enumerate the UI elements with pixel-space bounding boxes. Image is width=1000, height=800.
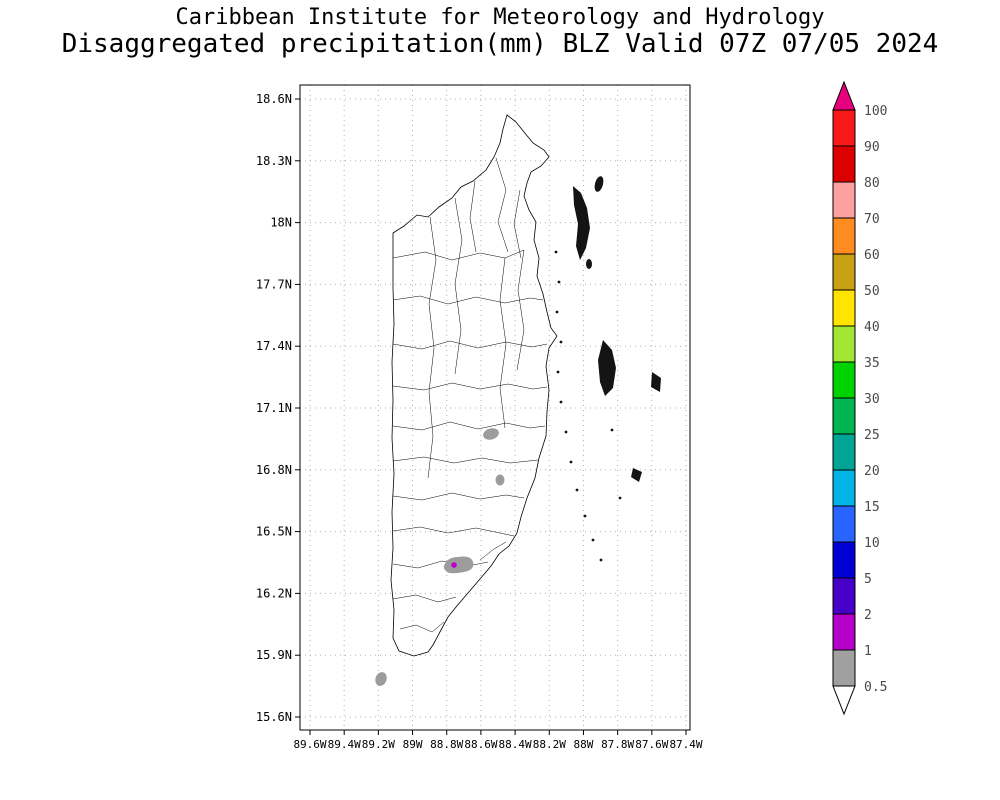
- colorbar-segment: [832, 469, 856, 507]
- chart-title-line-2: Disaggregated precipitation(mm) BLZ Vali…: [61, 29, 939, 59]
- colorbar-label: 40: [864, 320, 880, 335]
- lon-tick-label: 89.6W: [293, 738, 326, 751]
- precipitation-areas: [375, 428, 505, 686]
- colorbar-label: 2: [864, 608, 872, 623]
- colorbar-segment: [832, 325, 856, 363]
- lon-tick-label: 87.8W: [601, 738, 634, 751]
- colorbar-label: 70: [864, 212, 880, 227]
- lat-tick-label: 18.6N: [256, 92, 292, 106]
- colorbar-segment: [832, 433, 856, 471]
- colorbar-label: 10: [864, 536, 880, 551]
- lat-tick-label: 16.5N: [256, 525, 292, 539]
- colorbar-label: 20: [864, 464, 880, 479]
- colorbar-segment: [832, 253, 856, 291]
- lat-tick-label: 18N: [270, 216, 292, 230]
- lat-tick-label: 17.1N: [256, 401, 292, 415]
- lon-tick-label: 89.2W: [362, 738, 395, 751]
- lat-tick-label: 17.7N: [256, 277, 292, 291]
- lon-tick-label: 88.6W: [464, 738, 497, 751]
- colorbar-segment: [832, 181, 856, 219]
- lat-tick-label: 15.9N: [256, 648, 292, 662]
- colorbar-label: 25: [864, 428, 880, 443]
- colorbar-segment: [832, 109, 856, 147]
- lon-tick-label: 87.4W: [669, 738, 702, 751]
- colorbar-segment: [832, 541, 856, 579]
- colorbar-label: 5: [864, 572, 872, 587]
- colorbar-segment: [832, 613, 856, 651]
- colorbar-segment: [832, 577, 856, 615]
- lat-tick-label: 18.3N: [256, 154, 292, 168]
- colorbar-label: 80: [864, 176, 880, 191]
- colorbar-segment: [832, 505, 856, 543]
- colorbar-label: 100: [864, 104, 887, 119]
- lon-tick-label: 88.8W: [430, 738, 463, 751]
- precip-blob-south: [443, 556, 474, 574]
- colorbar-label: 50: [864, 284, 880, 299]
- lat-tick-label: 16.2N: [256, 586, 292, 600]
- colorbar-label: 0.5: [864, 680, 887, 695]
- colorbar: 100 90 80 70 60 50 40 35 30 25 20 15 10 5 2 1 0.5: [832, 80, 887, 716]
- colorbar-above-max-triangle: [832, 80, 856, 111]
- colorbar-segment: [832, 649, 856, 687]
- colorbar-label: 15: [864, 500, 880, 515]
- belize-geography: [390, 114, 661, 657]
- lat-tick-label: 16.8N: [256, 463, 292, 477]
- lon-tick-label: 89W: [403, 738, 423, 751]
- colorbar-segment: [832, 145, 856, 183]
- precip-blob-stann-creek: [495, 474, 505, 486]
- graticule: [300, 85, 690, 730]
- lon-axis-labels: 89.6W 89.4W 89.2W 89W 88.8W 88.6W 88.4W 88.2W 88…: [293, 730, 703, 751]
- lat-axis-labels: 18.6N 18.3N 18N 17.7N 17.4N 17.1N 16.8N 16.5N 16…: [256, 92, 300, 724]
- colorbar-label: 35: [864, 356, 880, 371]
- lat-tick-label: 17.4N: [256, 339, 292, 353]
- lon-tick-label: 88W: [574, 738, 594, 751]
- lon-tick-label: 88.4W: [499, 738, 532, 751]
- lon-tick-label: 88.2W: [533, 738, 566, 751]
- lat-tick-label: 15.6N: [256, 710, 292, 724]
- colorbar-segment: [832, 397, 856, 435]
- colorbar-segment: [832, 289, 856, 327]
- chart-title-line-1: Caribbean Institute for Meteorology and …: [175, 5, 825, 30]
- offshore-cayes: [554, 176, 661, 562]
- precip-blob-central: [483, 428, 499, 440]
- lon-tick-label: 89.4W: [328, 738, 361, 751]
- belize-coastline: [390, 114, 558, 657]
- lon-tick-label: 87.6W: [635, 738, 668, 751]
- colorbar-segment: [832, 361, 856, 399]
- precip-blob-southwest: [375, 672, 387, 686]
- colorbar-label: 1: [864, 644, 872, 659]
- colorbar-below-min-triangle: [832, 685, 856, 716]
- colorbar-label: 90: [864, 140, 880, 155]
- colorbar-segment: [832, 217, 856, 255]
- precip-core-dot: [451, 562, 457, 568]
- colorbar-label: 60: [864, 248, 880, 263]
- watershed-boundaries: [392, 157, 548, 633]
- colorbar-label: 30: [864, 392, 880, 407]
